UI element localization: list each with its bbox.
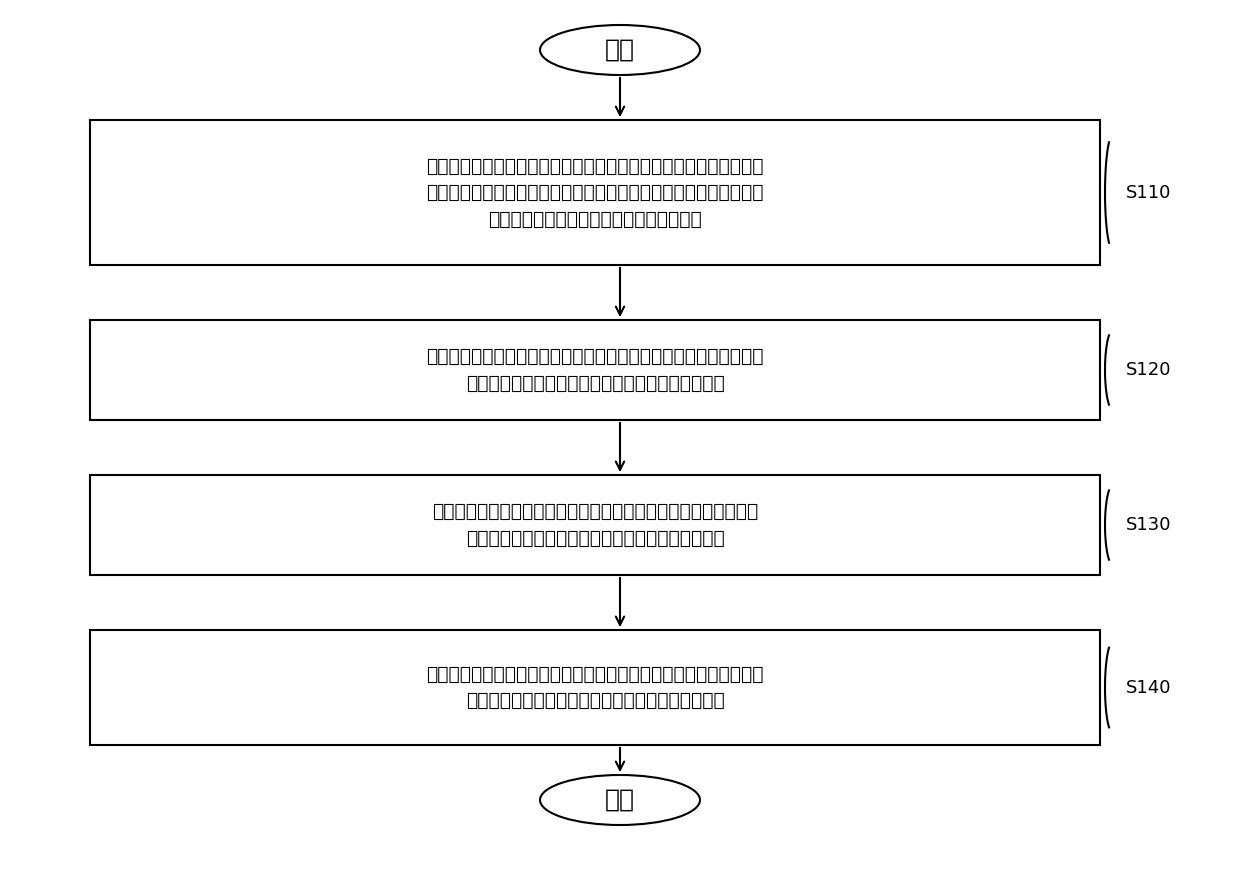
- Text: 管理服务器将接收的油箱油量与预设油量进行比较，若低于预设油
量，则将所述车辆的当前位置发送至所述服务服务器: 管理服务器将接收的油箱油量与预设油量进行比较，若低于预设油 量，则将所述车辆的当…: [432, 502, 758, 547]
- Text: S140: S140: [1126, 678, 1172, 696]
- Text: S130: S130: [1126, 516, 1172, 534]
- Text: S120: S120: [1126, 361, 1172, 379]
- Text: 开始: 开始: [605, 38, 635, 62]
- Text: 结束: 结束: [605, 788, 635, 812]
- Text: 服务服务器按照预设规则根据所述车辆的当前位置确定附近的加油站
信息，并将所述加油站信息发送至所述用户终端设备: 服务服务器按照预设规则根据所述车辆的当前位置确定附近的加油站 信息，并将所述加油…: [427, 664, 764, 710]
- Text: 感知控制模块还接收安装于所述车辆的定位装置采集的车辆所处的当
前位置，并将车辆的当前位置发送至所述管理服务器: 感知控制模块还接收安装于所述车辆的定位装置采集的车辆所处的当 前位置，并将车辆的…: [427, 348, 764, 392]
- Text: 感知控制模块实时检测所述车辆的油箱油量，并将检测的油箱油量与
预设阈值进行比较，若低于预设阈值，则通过所述传感网络通信服务
器将当前的油箱油量发送至所述管理服务: 感知控制模块实时检测所述车辆的油箱油量，并将检测的油箱油量与 预设阈值进行比较，…: [427, 157, 764, 229]
- Text: S110: S110: [1126, 184, 1172, 202]
